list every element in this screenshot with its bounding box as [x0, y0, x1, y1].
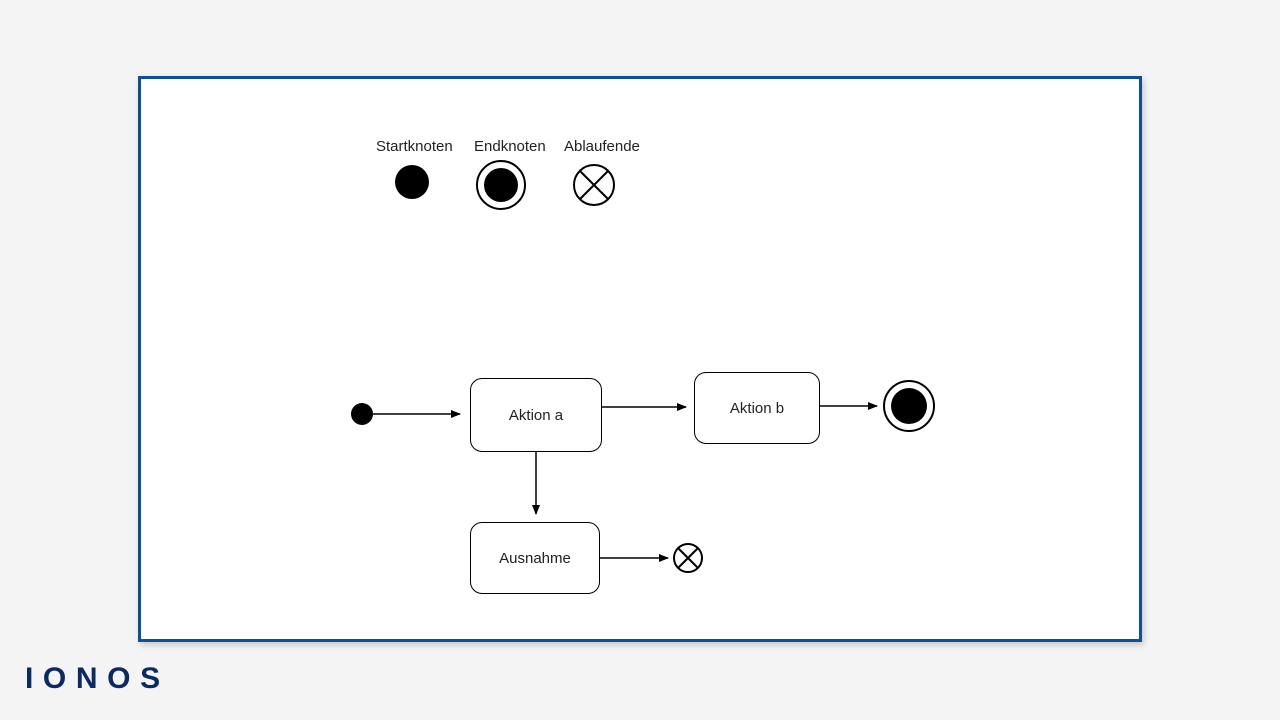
ionos-logo: IONOS — [25, 662, 170, 696]
legend-flowend-label: Ablaufende — [564, 138, 640, 155]
legend-start-label: Startknoten — [376, 138, 453, 155]
diagram-frame — [138, 76, 1142, 642]
legend-end-label: Endknoten — [474, 138, 546, 155]
action-a-box: Aktion a — [470, 378, 602, 452]
action-a-label: Aktion a — [509, 407, 563, 424]
action-b-box: Aktion b — [694, 372, 820, 444]
action-b-label: Aktion b — [730, 400, 784, 417]
ausnahme-label: Ausnahme — [499, 550, 571, 567]
ausnahme-box: Ausnahme — [470, 522, 600, 594]
